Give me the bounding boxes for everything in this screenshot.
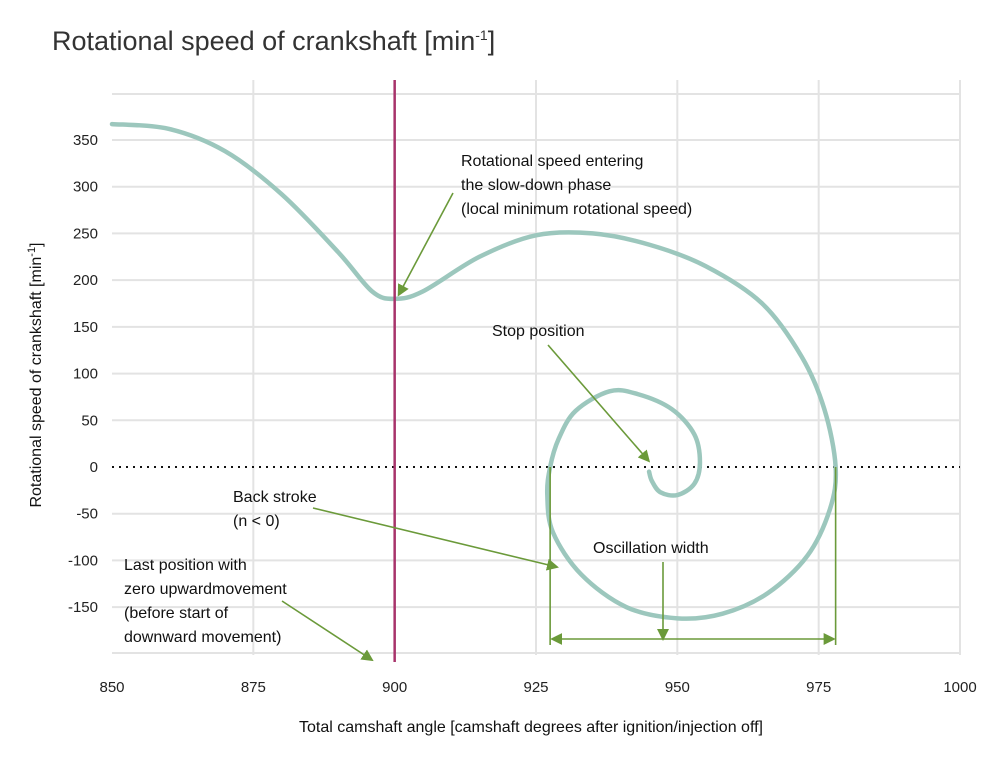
annotation-oscillation-width: Oscillation width (593, 540, 709, 557)
annotation-stop-position: Stop position (492, 323, 585, 340)
y-tick-label: -50 (76, 506, 98, 523)
x-tick-label: 925 (523, 679, 548, 696)
y-tick-label: 0 (90, 459, 98, 476)
annotation-arrow (312, 507, 559, 571)
annotations: Rotational speed entering the slow-down p… (124, 153, 837, 662)
annotation-arrow (281, 600, 374, 662)
y-tick-label: 350 (73, 132, 98, 149)
annotation-arrow (547, 344, 651, 463)
y-tick-label: -100 (68, 552, 98, 569)
annotation-arrow (397, 192, 454, 297)
x-tick-label: 875 (241, 679, 266, 696)
x-tick-label: 900 (382, 679, 407, 696)
annotation-local-minimum: Rotational speed entering the slow-down p… (461, 153, 692, 218)
x-tick-label: 1000 (943, 679, 976, 696)
y-tick-label: 150 (73, 319, 98, 336)
grid (112, 80, 961, 655)
annotation-back-stroke: Back stroke (n < 0) (233, 489, 317, 530)
series-line (109, 121, 839, 621)
x-axis-label: Total camshaft angle [camshaft degrees a… (299, 719, 763, 736)
chart-title: Rotational speed of crankshaft [min-1] (52, 26, 496, 56)
x-tick-label: 975 (806, 679, 831, 696)
series-layer (109, 80, 960, 662)
y-tick-label: -150 (68, 599, 98, 616)
annotation-last-position: Last position with zero upwardmovement (be… (124, 557, 287, 646)
y-tick-label: 250 (73, 225, 98, 242)
x-tick-label: 950 (665, 679, 690, 696)
y-tick-label: 200 (73, 272, 98, 289)
y-axis-label: Rotational speed of crankshaft [min-1] (26, 242, 45, 507)
y-tick-label: 300 (73, 179, 98, 196)
y-tick-label: 50 (81, 412, 98, 429)
x-tick-label: 850 (99, 679, 124, 696)
tick-labels: 350 300 250 200 150 100 50 0 -50 -100 -150 850 875 90… (68, 132, 977, 696)
y-tick-label: 100 (73, 366, 98, 383)
